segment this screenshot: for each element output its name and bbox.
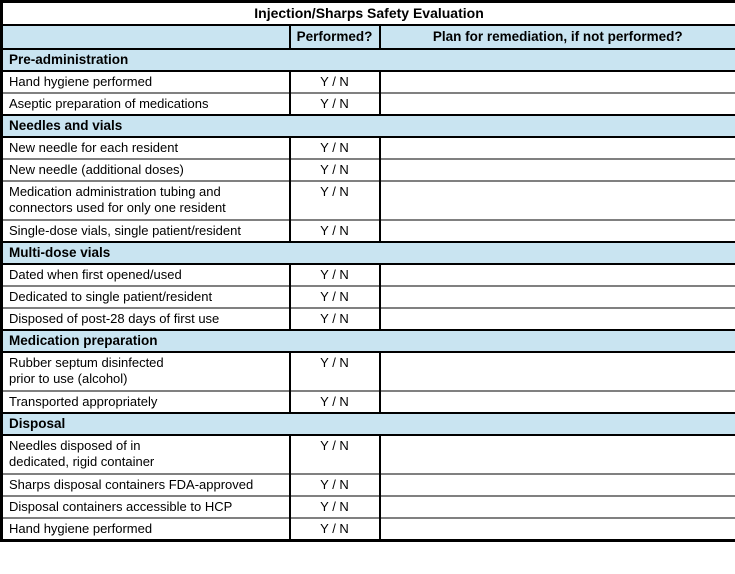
remediation-cell[interactable] (379, 158, 735, 181)
section-header-row: Needles and vials (1, 114, 735, 138)
performed-cell[interactable]: Y / N (289, 71, 381, 93)
section-title: Pre-administration (1, 48, 735, 72)
table-row: Single-dose vials, single patient/reside… (1, 219, 735, 242)
remediation-cell[interactable] (379, 390, 735, 413)
section-header-row: Disposal (1, 412, 735, 436)
remediation-cell[interactable] (380, 137, 735, 159)
row-label: Dedicated to single patient/resident (1, 285, 291, 308)
row-label: Aseptic preparation of medications (1, 92, 291, 115)
section-title: Multi-dose vials (1, 241, 735, 265)
remediation-cell[interactable] (379, 307, 735, 330)
table-row: Aseptic preparation of medications Y / N (1, 92, 735, 115)
table-row: Hand hygiene performed Y / N (1, 517, 735, 541)
performed-cell[interactable]: Y / N (289, 517, 381, 541)
row-label: Disposed of post-28 days of first use (1, 307, 291, 330)
row-label: Dated when first opened/used (1, 264, 291, 286)
section-title: Needles and vials (1, 114, 735, 138)
table-row: Disposed of post-28 days of first use Y … (1, 307, 735, 330)
row-label: Needles disposed of in dedicated, rigid … (1, 435, 291, 474)
performed-cell[interactable]: Y / N (289, 473, 381, 496)
column-header-row: Performed? Plan for remediation, if not … (1, 25, 735, 49)
performed-cell[interactable]: Y / N (289, 307, 381, 330)
performed-cell[interactable]: Y / N (289, 158, 381, 181)
row-label: Hand hygiene performed (1, 517, 291, 541)
remediation-cell[interactable] (379, 92, 735, 115)
performed-cell[interactable]: Y / N (289, 352, 381, 391)
table-row: Transported appropriately Y / N (1, 390, 735, 413)
row-label: Medication administration tubing and con… (1, 180, 291, 220)
performed-cell[interactable]: Y / N (289, 92, 381, 115)
table-row: Rubber septum disinfected prior to use (… (1, 352, 735, 391)
remediation-cell[interactable] (380, 352, 735, 391)
row-label: Single-dose vials, single patient/reside… (1, 219, 291, 242)
section-title: Medication preparation (1, 329, 735, 353)
section-header-row: Pre-administration (1, 48, 735, 72)
remediation-cell[interactable] (379, 495, 735, 518)
table-row: Dedicated to single patient/resident Y /… (1, 285, 735, 308)
performed-cell[interactable]: Y / N (289, 495, 381, 518)
evaluation-table: Injection/Sharps Safety Evaluation Perfo… (0, 0, 735, 542)
table-row: Disposal containers accessible to HCP Y … (1, 495, 735, 518)
section-header-row: Multi-dose vials (1, 241, 735, 265)
table-row: Hand hygiene performed Y / N (1, 71, 735, 93)
remediation-column-header: Plan for remediation, if not performed? (379, 25, 735, 49)
remediation-cell[interactable] (380, 435, 735, 474)
performed-cell[interactable]: Y / N (289, 390, 381, 413)
performed-cell[interactable]: Y / N (289, 264, 381, 286)
row-label: Hand hygiene performed (1, 71, 291, 93)
performed-cell[interactable]: Y / N (289, 285, 381, 308)
title-row: Injection/Sharps Safety Evaluation (1, 1, 735, 26)
table-row: New needle for each resident Y / N (1, 137, 735, 159)
table-row: New needle (additional doses) Y / N (1, 158, 735, 181)
performed-cell[interactable]: Y / N (289, 180, 381, 220)
section-header-row: Medication preparation (1, 329, 735, 353)
section-title: Disposal (1, 412, 735, 436)
remediation-cell[interactable] (379, 180, 735, 220)
table-row: Dated when first opened/used Y / N (1, 264, 735, 286)
item-column-header (1, 25, 291, 49)
remediation-cell[interactable] (379, 517, 735, 541)
row-label: Sharps disposal containers FDA-approved (1, 473, 291, 496)
page-title: Injection/Sharps Safety Evaluation (1, 1, 735, 26)
performed-cell[interactable]: Y / N (289, 137, 381, 159)
row-label: Transported appropriately (1, 390, 291, 413)
row-label: Rubber septum disinfected prior to use (… (1, 352, 291, 391)
performed-cell[interactable]: Y / N (289, 435, 381, 474)
performed-column-header: Performed? (289, 25, 381, 49)
table-row: Sharps disposal containers FDA-approved … (1, 473, 735, 496)
table-row: Needles disposed of in dedicated, rigid … (1, 435, 735, 474)
row-label: Disposal containers accessible to HCP (1, 495, 291, 518)
remediation-cell[interactable] (379, 473, 735, 496)
performed-cell[interactable]: Y / N (289, 219, 381, 242)
remediation-cell[interactable] (379, 219, 735, 242)
remediation-cell[interactable] (380, 264, 735, 286)
remediation-cell[interactable] (379, 285, 735, 308)
remediation-cell[interactable] (380, 71, 735, 93)
row-label: New needle for each resident (1, 137, 291, 159)
table-row: Medication administration tubing and con… (1, 180, 735, 220)
row-label: New needle (additional doses) (1, 158, 291, 181)
